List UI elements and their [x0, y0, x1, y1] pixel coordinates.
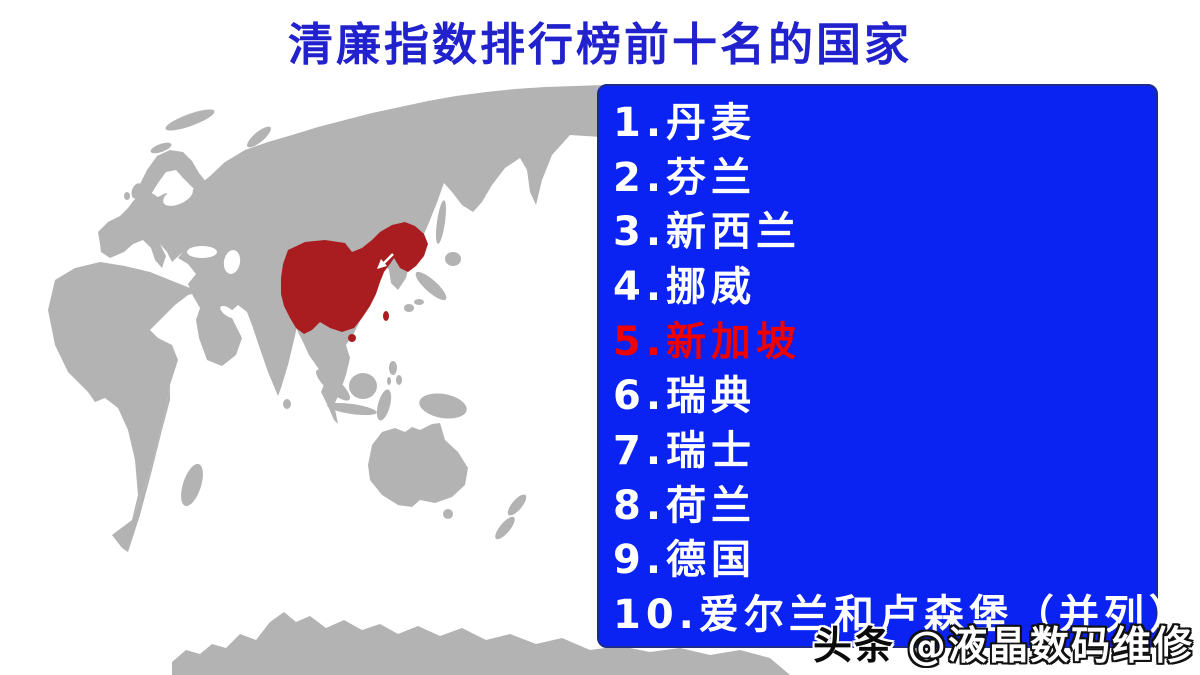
sumatra-shape [315, 369, 351, 401]
borneo-shape [349, 373, 377, 399]
java-shape [327, 402, 377, 416]
black-sea-shape [187, 246, 217, 258]
kyushu-shape [404, 304, 414, 312]
rank-item-3: 3.新西兰 [613, 209, 802, 256]
caspian-sea-shape [223, 250, 241, 274]
watermark: 头条 @液晶数码维修 [813, 615, 1194, 671]
page-title: 清廉指数排行榜前十名的国家 [287, 18, 912, 71]
rank-item-2: 2.芬兰 [613, 154, 757, 201]
sakhalin-shape [435, 200, 447, 244]
tasmania-shape [443, 509, 453, 519]
hainan-shape [348, 334, 356, 342]
scandinavia-shape [133, 150, 214, 206]
shikoku-shape [414, 299, 424, 305]
rank-item-10: 10.爱尔兰和卢森堡（并列） [613, 591, 1194, 638]
rank-item-6: 6.瑞典 [613, 373, 757, 420]
ranking-panel: 1.丹麦 2.芬兰 3.新西兰 4.挪威 5.新加坡 6.瑞典 7.瑞士 8.荷… [597, 84, 1194, 648]
antarctica-shape [172, 612, 790, 675]
watermark-handle: @液晶数码维修 [906, 624, 1194, 669]
new-zealand-south-shape [495, 516, 515, 540]
taiwan-shape [383, 311, 389, 321]
watermark-source: 头条 [812, 624, 895, 669]
rank-item-9: 9.德国 [613, 537, 757, 584]
philippines-shape-2 [396, 375, 402, 385]
rank-item-8: 8.荷兰 [613, 482, 757, 529]
hokkaido-shape [445, 252, 461, 266]
africa-east-coast-shape [122, 385, 170, 552]
new-zealand-north-shape [507, 494, 527, 516]
sulawesi-shape [376, 389, 392, 421]
novaya-zemlya-shape [150, 142, 172, 154]
china-highlight-shape [281, 222, 428, 334]
africa-shape [48, 262, 200, 548]
arrow-icon [377, 253, 394, 269]
madagascar-shape [181, 463, 203, 507]
ireland-shape [124, 192, 130, 200]
new-guinea-shape [419, 393, 467, 419]
rank-item-5-highlighted: 5.新加坡 [613, 318, 802, 365]
philippines-shape-3 [387, 377, 391, 385]
arctic-island-shape [247, 126, 271, 148]
rank-item-7: 7.瑞士 [613, 427, 757, 474]
australia-shape [368, 423, 468, 507]
britain-shape [131, 183, 143, 199]
philippines-shape-1 [389, 361, 397, 375]
svalbard-shape [165, 109, 215, 131]
honshu-shape [415, 271, 447, 301]
sri-lanka-shape [283, 399, 291, 409]
baltic-sea-shape [163, 186, 193, 206]
rank-item-4: 4.挪威 [613, 263, 757, 310]
persian-gulf-shape [220, 305, 236, 319]
rank-item-1: 1.丹麦 [613, 100, 757, 146]
